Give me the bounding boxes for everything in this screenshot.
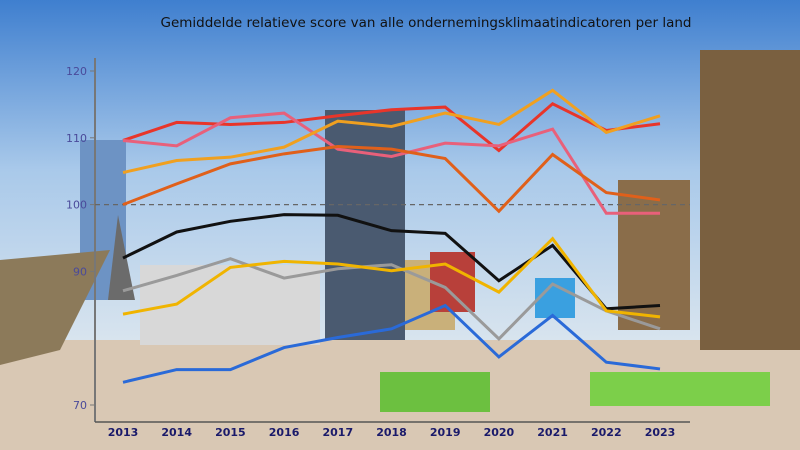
series-line-5 [122,213,661,311]
x-tick-label: 2014 [161,426,192,439]
x-tick-label: 2019 [430,426,461,439]
x-tick-label: 2023 [645,426,676,439]
x-tick-label: 2013 [108,426,139,439]
series-line-7 [122,236,661,319]
x-tick-label: 2020 [484,426,515,439]
series-line-6 [122,257,661,341]
y-tick-label: 100 [66,199,87,212]
x-tick-label: 2017 [322,426,353,439]
y-tick-label: 90 [73,265,87,278]
y-tick-label: 110 [66,132,87,145]
series-line-4 [122,144,661,214]
y-tick-label: 120 [66,65,87,78]
series-line-3 [122,88,661,174]
series-line-2 [122,111,660,215]
chart-title: Gemiddelde relatieve score van alle onde… [161,15,692,31]
series-line-1 [122,101,661,153]
x-tick-label: 2016 [269,426,300,439]
x-tick-label: 2021 [537,426,568,439]
x-tick-label: 2022 [591,426,622,439]
x-tick-label: 2015 [215,426,246,439]
y-tick-label: 70 [73,399,87,412]
x-tick-label: 2018 [376,426,407,439]
series-line-8 [122,303,661,384]
